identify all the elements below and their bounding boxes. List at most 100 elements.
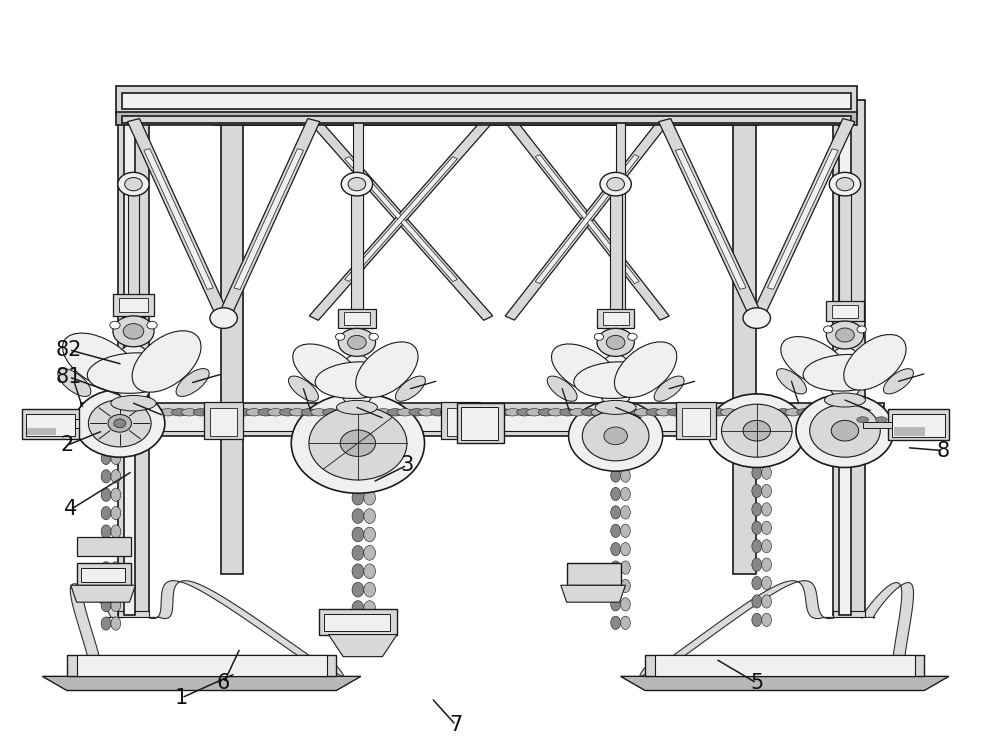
Ellipse shape (409, 409, 425, 416)
Ellipse shape (611, 561, 621, 575)
Ellipse shape (621, 598, 630, 611)
Polygon shape (147, 86, 221, 114)
Text: 7: 7 (449, 715, 463, 735)
Bar (833, 99, 865, 614)
Text: 81: 81 (56, 367, 82, 387)
Ellipse shape (611, 487, 621, 501)
Ellipse shape (752, 540, 762, 553)
Ellipse shape (818, 409, 834, 416)
Ellipse shape (364, 582, 376, 597)
Ellipse shape (129, 409, 144, 416)
Ellipse shape (111, 599, 121, 612)
Ellipse shape (656, 409, 672, 416)
Polygon shape (127, 119, 230, 320)
Ellipse shape (762, 595, 771, 608)
Bar (122, 303, 145, 317)
Ellipse shape (474, 409, 489, 416)
Circle shape (836, 328, 854, 342)
Ellipse shape (621, 542, 630, 556)
Bar (77, 655, 327, 677)
Circle shape (743, 421, 770, 441)
Bar (26, 414, 75, 436)
Text: 82: 82 (56, 339, 82, 360)
Bar (457, 403, 504, 443)
Ellipse shape (356, 342, 418, 397)
Ellipse shape (258, 409, 274, 416)
Circle shape (123, 324, 144, 339)
Ellipse shape (323, 409, 338, 416)
Ellipse shape (101, 599, 111, 612)
Text: 5: 5 (750, 673, 763, 693)
Ellipse shape (677, 409, 693, 416)
Ellipse shape (364, 564, 376, 578)
Polygon shape (309, 118, 493, 321)
Ellipse shape (332, 409, 348, 416)
Bar (604, 311, 627, 324)
Bar (81, 403, 884, 436)
Ellipse shape (752, 503, 762, 516)
Circle shape (824, 326, 833, 333)
Circle shape (210, 308, 237, 328)
Polygon shape (561, 585, 625, 602)
Bar (22, 409, 79, 439)
Ellipse shape (58, 369, 91, 397)
Bar (892, 414, 945, 437)
Ellipse shape (844, 334, 906, 390)
Polygon shape (71, 585, 135, 602)
Circle shape (857, 326, 866, 333)
Circle shape (829, 173, 861, 196)
Ellipse shape (246, 409, 262, 416)
Text: 3: 3 (400, 455, 414, 475)
Text: 2: 2 (60, 436, 73, 455)
Ellipse shape (101, 469, 111, 483)
Bar (118, 99, 149, 614)
Ellipse shape (689, 409, 705, 416)
Circle shape (118, 173, 149, 196)
Bar (833, 303, 857, 317)
Bar (124, 99, 135, 614)
Ellipse shape (101, 543, 111, 556)
Ellipse shape (560, 409, 575, 416)
Ellipse shape (752, 577, 762, 590)
Circle shape (369, 333, 378, 340)
Bar (113, 294, 154, 316)
Circle shape (594, 333, 604, 340)
Circle shape (582, 411, 649, 461)
Circle shape (831, 421, 859, 441)
Circle shape (88, 400, 151, 447)
Ellipse shape (797, 409, 813, 416)
Ellipse shape (113, 345, 154, 403)
Ellipse shape (742, 409, 758, 416)
Ellipse shape (764, 409, 779, 416)
Ellipse shape (611, 616, 621, 629)
Circle shape (291, 394, 425, 493)
Ellipse shape (352, 638, 364, 652)
Bar (214, 114, 758, 125)
Ellipse shape (111, 543, 121, 556)
Ellipse shape (101, 617, 111, 630)
Ellipse shape (236, 409, 252, 416)
Circle shape (110, 321, 120, 329)
Bar (338, 309, 376, 328)
Ellipse shape (611, 469, 621, 482)
Bar (567, 563, 621, 585)
Ellipse shape (95, 409, 111, 416)
Ellipse shape (526, 409, 542, 416)
Ellipse shape (621, 561, 630, 575)
Bar (118, 611, 149, 617)
Ellipse shape (762, 503, 771, 516)
Ellipse shape (193, 409, 209, 416)
Polygon shape (234, 149, 303, 290)
Ellipse shape (160, 409, 176, 416)
Bar (119, 298, 148, 312)
Ellipse shape (611, 598, 621, 611)
Bar (863, 422, 892, 428)
Ellipse shape (762, 577, 771, 590)
Polygon shape (505, 118, 669, 320)
Circle shape (569, 400, 663, 471)
Polygon shape (659, 119, 763, 320)
Ellipse shape (850, 409, 866, 416)
Ellipse shape (517, 409, 532, 416)
Ellipse shape (111, 451, 121, 465)
Ellipse shape (366, 409, 381, 416)
